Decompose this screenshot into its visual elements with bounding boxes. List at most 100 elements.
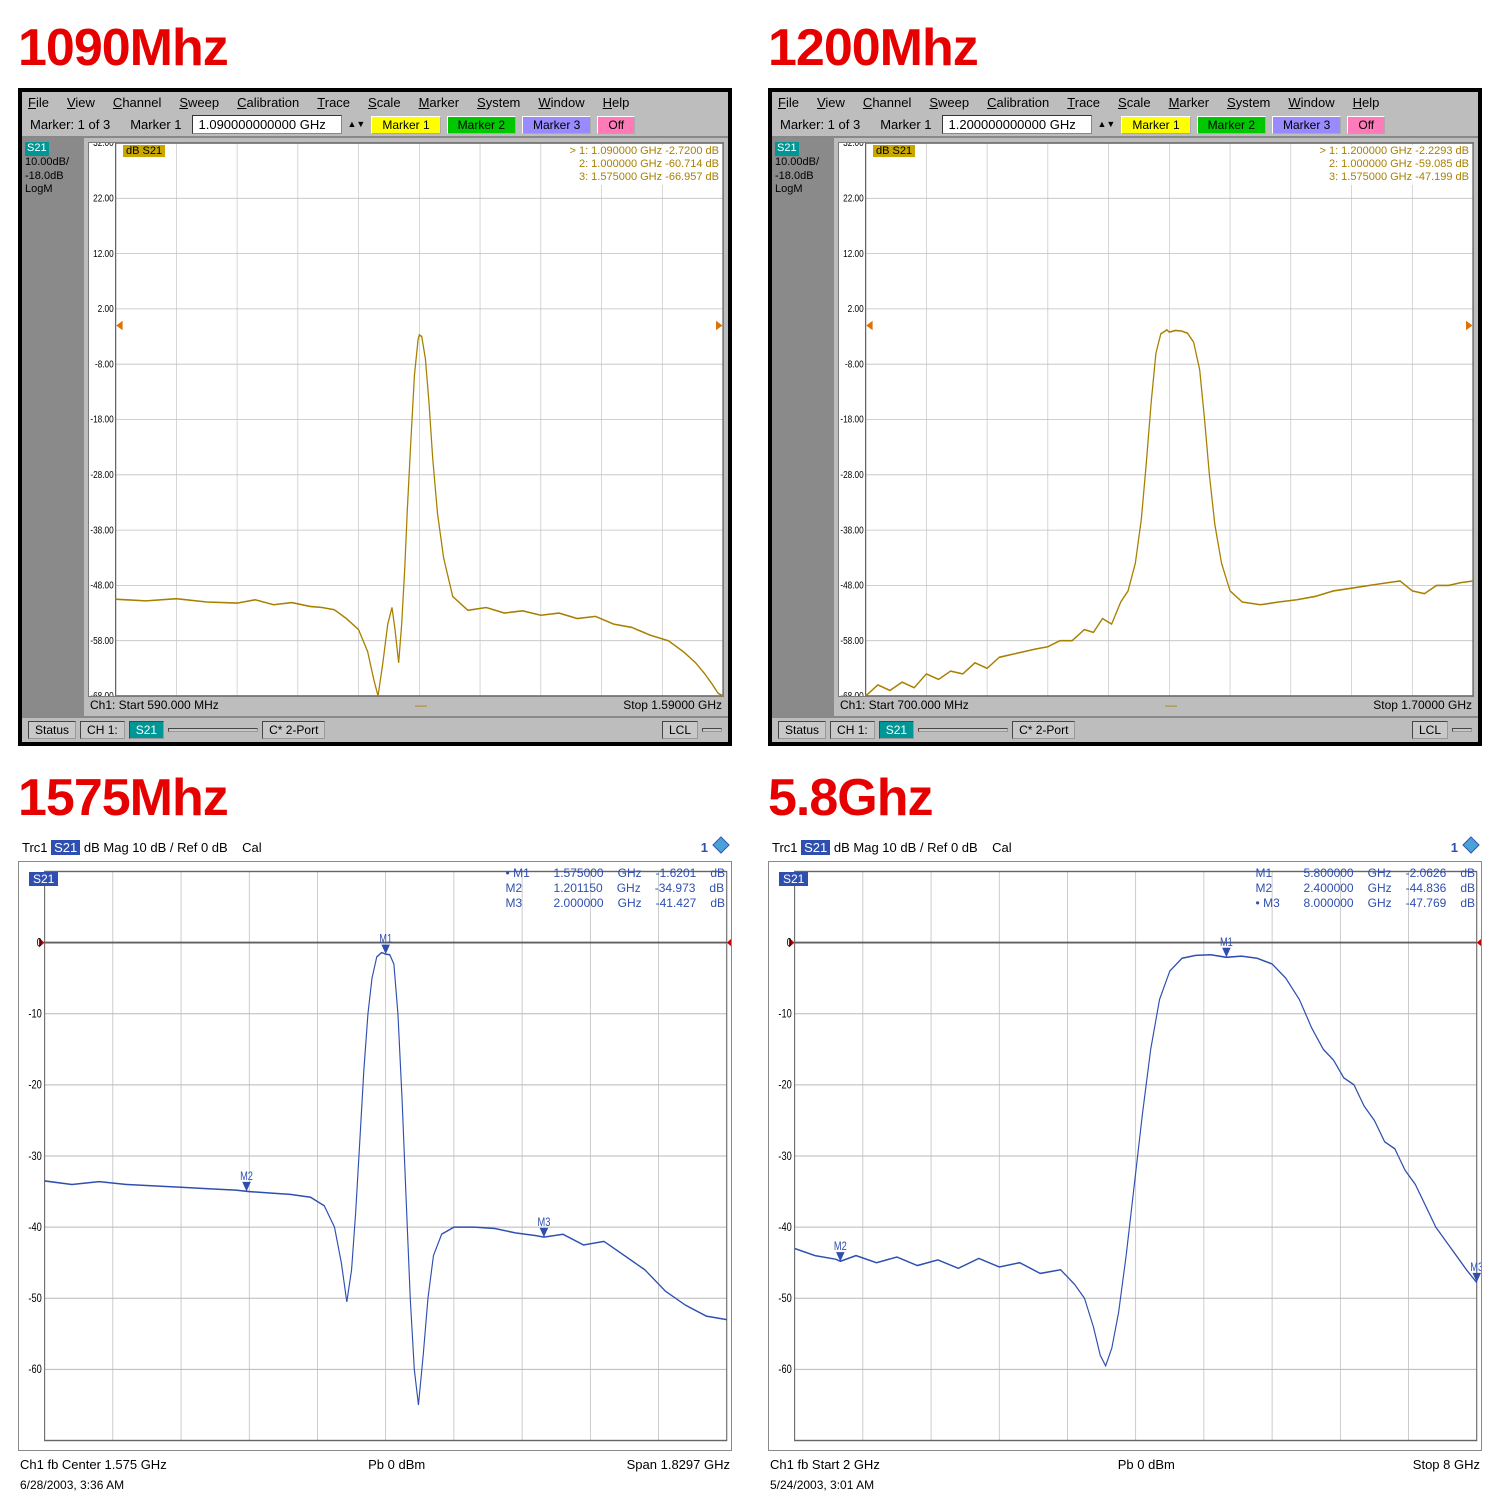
plot-area[interactable]: 32.0022.0012.002.00-8.00-18.00-28.00-38.… <box>88 142 724 697</box>
vna-window: Trc1 S21 dB Mag 10 dB / Ref 0 dB Cal10-1… <box>768 838 1482 1496</box>
panel-title: 1575Mhz <box>18 768 732 828</box>
menu-item[interactable]: Marker <box>1169 95 1209 110</box>
trace-svg: 32.0022.0012.002.00-8.00-18.00-28.00-38.… <box>89 143 723 696</box>
marker-bar: Marker: 1 of 3 Marker 11.200000000000 GH… <box>772 113 1478 136</box>
svg-text:M3: M3 <box>1470 1261 1481 1275</box>
svg-text:32.00: 32.00 <box>843 143 864 148</box>
stop-freq: Span 1.8297 GHz <box>627 1457 730 1472</box>
vna-body: S2110.00dB/-18.0dB LogM32.0022.0012.002.… <box>772 136 1478 716</box>
svg-text:-28.00: -28.00 <box>90 469 113 480</box>
status-bar: StatusCH 1:S21C* 2-PortLCL <box>772 716 1478 742</box>
menu-item[interactable]: Marker <box>419 95 459 110</box>
svg-text:-58.00: -58.00 <box>90 635 113 646</box>
svg-text:-60: -60 <box>28 1363 41 1377</box>
status-s21: S21 <box>879 721 914 739</box>
svg-text:-50: -50 <box>778 1292 791 1306</box>
panel-1: 1200MhzFileViewChannelSweepCalibrationTr… <box>750 0 1500 750</box>
svg-text:-10: -10 <box>778 1007 791 1021</box>
menu-item[interactable]: System <box>477 95 520 110</box>
x-axis-info: Ch1: Start 590.000 MHz—Stop 1.59000 GHz <box>84 698 728 716</box>
trace-num: 1 <box>701 840 708 855</box>
svg-text:-60: -60 <box>778 1363 791 1377</box>
menu-item[interactable]: Channel <box>863 95 911 110</box>
svg-text:-20: -20 <box>28 1078 41 1092</box>
trace-legend-icon: — <box>1165 698 1177 712</box>
start-freq: Ch1: Start 590.000 MHz <box>90 698 219 712</box>
menu-item[interactable]: Calibration <box>237 95 299 110</box>
svg-text:-38.00: -38.00 <box>90 524 113 535</box>
svg-text:-38.00: -38.00 <box>840 524 863 535</box>
trace-svg: 0-10-20-30-40-50-60M1M2M3 <box>769 862 1481 1450</box>
svg-text:2.00: 2.00 <box>848 303 864 314</box>
plot-area[interactable]: 0-10-20-30-40-50-60M1M2M3S21• M11.575000… <box>18 861 732 1451</box>
marker-button[interactable]: Marker 3 <box>1272 116 1341 134</box>
trace-info-bar: Trc1 S21 dB Mag 10 dB / Ref 0 dB Cal1 <box>768 838 1482 857</box>
menu-item[interactable]: View <box>817 95 845 110</box>
menu-item[interactable]: Calibration <box>987 95 1049 110</box>
trace-label: dB S21 <box>873 145 915 157</box>
menu-item[interactable]: File <box>28 95 49 110</box>
marker-button[interactable]: Marker 2 <box>1197 116 1266 134</box>
stop-freq: Stop 1.59000 GHz <box>623 698 722 712</box>
marker-count: Marker: 1 of 3 <box>26 117 114 132</box>
menu-item[interactable]: Channel <box>113 95 161 110</box>
trace-header: Trc1 S21 dB Mag 10 dB / Ref 0 dB Cal <box>22 840 262 855</box>
status-label: Status <box>28 721 76 739</box>
stepper-icon[interactable]: ▲▼ <box>1098 121 1116 128</box>
svg-text:-8.00: -8.00 <box>95 359 114 370</box>
trace-label: S21 <box>779 872 808 886</box>
menu-item[interactable]: Window <box>538 95 584 110</box>
vna-body: S2110.00dB/-18.0dB LogM32.0022.0012.002.… <box>22 136 728 716</box>
menu-item[interactable]: Sweep <box>179 95 219 110</box>
plot-area[interactable]: 0-10-20-30-40-50-60M1M2M3S21M15.800000GH… <box>768 861 1482 1451</box>
marker-readout: • M11.575000GHz-1.6201dBM21.201150GHz-34… <box>506 866 725 911</box>
marker-button[interactable]: Marker 1 <box>1121 116 1190 134</box>
menu-item[interactable]: Scale <box>368 95 401 110</box>
menu-item[interactable]: Help <box>603 95 630 110</box>
svg-text:-20: -20 <box>778 1078 791 1092</box>
svg-text:M1: M1 <box>1220 936 1233 950</box>
menubar[interactable]: File View Channel Sweep Calibration Trace Scal… <box>772 92 1478 113</box>
svg-text:-50: -50 <box>28 1292 41 1306</box>
menubar[interactable]: File View Channel Sweep Calibration Trace Scal… <box>22 92 728 113</box>
marker-button[interactable]: Marker 1 <box>371 116 440 134</box>
stepper-icon[interactable]: ▲▼ <box>348 121 366 128</box>
marker-button[interactable]: Marker 2 <box>447 116 516 134</box>
marker-label: Marker 1 <box>876 117 935 132</box>
menu-item[interactable]: Trace <box>317 95 350 110</box>
trace-label: dB S21 <box>123 145 165 157</box>
menu-item[interactable]: View <box>67 95 95 110</box>
menu-item[interactable]: System <box>1227 95 1270 110</box>
svg-text:-40: -40 <box>778 1221 791 1235</box>
trace-header: Trc1 S21 dB Mag 10 dB / Ref 0 dB Cal <box>772 840 1012 855</box>
yaxis-info: S2110.00dB/-18.0dB LogM <box>772 138 834 716</box>
timestamp: 6/28/2003, 3:36 AM <box>18 1474 732 1496</box>
menu-item[interactable]: Help <box>1353 95 1380 110</box>
marker-freq-input[interactable]: 1.090000000000 GHz <box>192 115 342 134</box>
trace-svg: 32.0022.0012.002.00-8.00-18.00-28.00-38.… <box>839 143 1473 696</box>
trace-label: S21 <box>29 872 58 886</box>
x-axis-info: Ch1: Start 700.000 MHz—Stop 1.70000 GHz <box>834 698 1478 716</box>
marker-button[interactable]: Off <box>1347 116 1385 134</box>
marker-freq-input[interactable]: 1.200000000000 GHz <box>942 115 1092 134</box>
svg-text:-28.00: -28.00 <box>840 469 863 480</box>
logo-icon <box>712 836 730 854</box>
stop-freq: Stop 8 GHz <box>1413 1457 1480 1472</box>
x-axis-info: Ch1 fb Start 2 GHzPb 0 dBmStop 8 GHz <box>768 1455 1482 1474</box>
menu-item[interactable]: Scale <box>1118 95 1151 110</box>
svg-text:-40: -40 <box>28 1221 41 1235</box>
marker-bar: Marker: 1 of 3 Marker 1 1.090000000000 GH… <box>22 113 728 136</box>
marker-button[interactable]: Marker 3 <box>522 116 591 134</box>
start-freq: Ch1 fb Center 1.575 GHz <box>20 1457 167 1472</box>
menu-item[interactable]: Sweep <box>929 95 969 110</box>
start-freq: Ch1 fb Start 2 GHz <box>770 1457 880 1472</box>
plot-area[interactable]: 32.0022.0012.002.00-8.00-18.00-28.00-38.… <box>838 142 1474 697</box>
svg-text:-68.00: -68.00 <box>840 690 863 696</box>
vna-window: File View Channel Sweep Calibration Trace Scal… <box>768 88 1482 746</box>
svg-text:22.00: 22.00 <box>843 193 864 204</box>
menu-item[interactable]: Window <box>1288 95 1334 110</box>
menu-item[interactable]: Trace <box>1067 95 1100 110</box>
marker-button[interactable]: Off <box>597 116 635 134</box>
menu-item[interactable]: File <box>778 95 799 110</box>
x-axis-info: Ch1 fb Center 1.575 GHzPb 0 dBmSpan 1.82… <box>18 1455 732 1474</box>
